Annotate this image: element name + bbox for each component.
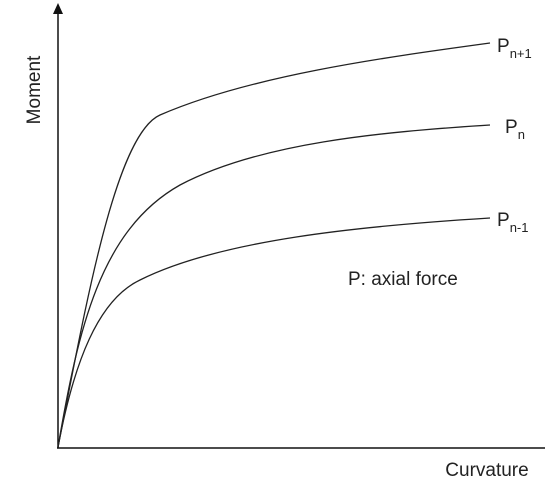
curve-label: Pn+1 bbox=[497, 36, 532, 61]
x-axis-label: Curvature bbox=[445, 460, 528, 481]
annotation: P: axial force bbox=[348, 269, 458, 290]
curve-label-main: P bbox=[497, 36, 510, 57]
curve-label: Pn-1 bbox=[497, 210, 528, 235]
curve bbox=[57, 42, 491, 448]
curve-label-sub: n-1 bbox=[510, 220, 529, 235]
curve-label-main: P bbox=[505, 117, 518, 138]
curve-label: Pn bbox=[505, 117, 525, 142]
y-axis-label: Moment bbox=[24, 55, 45, 124]
curve-label-sub: n bbox=[518, 127, 525, 142]
y-axis-arrow bbox=[53, 3, 63, 14]
curve bbox=[57, 124, 491, 448]
curve-label-main: P bbox=[497, 210, 510, 231]
curve-label-sub: n+1 bbox=[510, 46, 532, 61]
curve bbox=[57, 217, 491, 448]
